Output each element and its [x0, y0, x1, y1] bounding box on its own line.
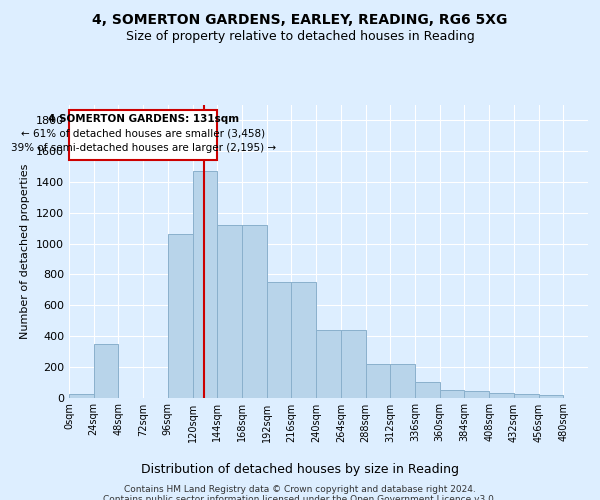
Text: 39% of semi-detached houses are larger (2,195) →: 39% of semi-detached houses are larger (…	[11, 144, 276, 154]
Bar	[292, 282, 316, 398]
Bar	[168, 234, 193, 398]
Text: Distribution of detached houses by size in Reading: Distribution of detached houses by size …	[141, 462, 459, 475]
Bar	[267, 282, 292, 398]
Bar	[193, 171, 217, 398]
Bar	[365, 364, 390, 398]
Bar	[217, 225, 242, 398]
Bar	[440, 390, 464, 398]
Bar	[415, 382, 440, 398]
Text: 4 SOMERTON GARDENS: 131sqm: 4 SOMERTON GARDENS: 131sqm	[47, 114, 239, 124]
FancyBboxPatch shape	[69, 110, 217, 160]
Bar	[390, 364, 415, 398]
Bar	[341, 330, 365, 398]
Bar	[69, 394, 94, 398]
Bar	[489, 393, 514, 398]
Text: Contains public sector information licensed under the Open Government Licence v3: Contains public sector information licen…	[103, 495, 497, 500]
Bar	[464, 392, 489, 398]
Bar	[514, 394, 539, 398]
Bar	[539, 395, 563, 398]
Text: ← 61% of detached houses are smaller (3,458): ← 61% of detached houses are smaller (3,…	[21, 129, 265, 139]
Text: 4, SOMERTON GARDENS, EARLEY, READING, RG6 5XG: 4, SOMERTON GARDENS, EARLEY, READING, RG…	[92, 12, 508, 26]
Bar	[242, 225, 267, 398]
Y-axis label: Number of detached properties: Number of detached properties	[20, 164, 31, 339]
Bar	[316, 330, 341, 398]
Text: Size of property relative to detached houses in Reading: Size of property relative to detached ho…	[125, 30, 475, 43]
Text: Contains HM Land Registry data © Crown copyright and database right 2024.: Contains HM Land Registry data © Crown c…	[124, 485, 476, 494]
Bar	[94, 344, 118, 398]
